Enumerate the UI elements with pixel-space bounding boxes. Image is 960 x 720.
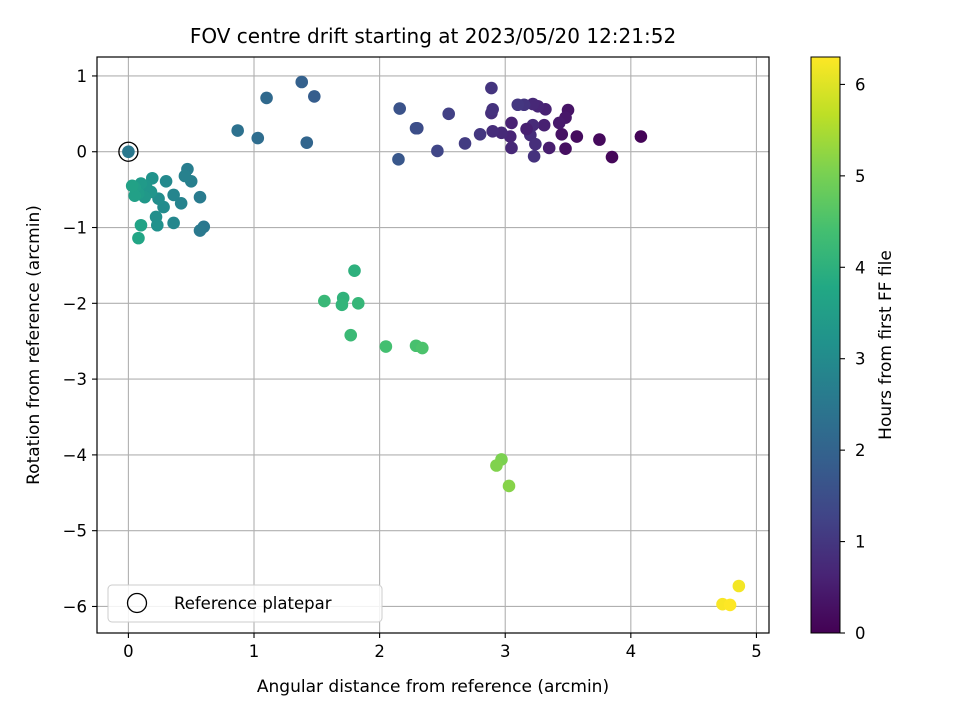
- scatter-point: [634, 130, 648, 143]
- scatter-point: [555, 128, 569, 141]
- y-tick-label: −3: [63, 370, 87, 389]
- scatter-point: [132, 231, 145, 245]
- scatter-point: [486, 102, 499, 116]
- scatter-point: [167, 188, 180, 202]
- scatter-point: [379, 340, 393, 353]
- data-points: [125, 75, 746, 612]
- scatter-point: [260, 91, 273, 105]
- scatter-point: [251, 131, 265, 145]
- scatter-point: [193, 190, 207, 204]
- scatter-point: [409, 121, 423, 135]
- y-tick-label: −5: [63, 522, 87, 541]
- colorbar-tick-label: 6: [855, 75, 866, 94]
- y-tick-label: −6: [63, 597, 87, 616]
- scatter-point: [178, 169, 192, 183]
- scatter-point: [732, 579, 746, 593]
- scatter-point: [486, 124, 499, 138]
- legend-box: [107, 584, 383, 623]
- scatter-point: [174, 196, 188, 210]
- scatter-point: [505, 116, 518, 130]
- colorbar-tick-label: 0: [855, 624, 866, 643]
- scatter-point: [552, 116, 566, 130]
- colorbar: 0 1 2 3 4 5 6 Hours from first FF file: [810, 56, 896, 643]
- colorbar-tick-label: 5: [855, 167, 866, 186]
- scatter-point: [351, 297, 365, 310]
- legend-marker-open-circle: [126, 592, 148, 614]
- scatter-point: [537, 118, 551, 132]
- scatter-point: [335, 298, 349, 312]
- x-tick-label: 2: [374, 642, 385, 661]
- scatter-point: [723, 598, 737, 612]
- colorbar-ticks: 0 1 2 3 4 5 6: [840, 75, 866, 643]
- plot-frame: [96, 56, 770, 634]
- y-tick-label: 0: [77, 143, 88, 162]
- scatter-point: [502, 479, 516, 493]
- chart-title: FOV centre drift starting at 2023/05/20 …: [190, 24, 676, 48]
- colorbar-tick-label: 3: [855, 350, 866, 369]
- scatter-point: [458, 137, 472, 150]
- y-axis-label: Rotation from reference (arcmin): [24, 205, 44, 485]
- y-tick-label: −4: [63, 446, 87, 465]
- scatter-point: [416, 341, 429, 355]
- scatter-point: [393, 102, 407, 115]
- y-tick-label: 1: [77, 67, 88, 86]
- scatter-point: [295, 75, 309, 89]
- scatter-point: [542, 141, 556, 155]
- scatter-point: [431, 144, 444, 158]
- grid-lines: [97, 57, 769, 633]
- scatter-point: [392, 153, 405, 166]
- x-axis-label: Angular distance from reference (arcmin): [257, 677, 609, 697]
- x-tick-label: 5: [751, 642, 762, 661]
- x-axis-ticks: 0 1 2 3 4 5: [123, 633, 762, 661]
- scatter-point: [559, 142, 572, 156]
- y-tick-label: −2: [63, 294, 87, 313]
- reference-marker: [118, 141, 139, 162]
- legend-label: Reference platepar: [174, 594, 332, 613]
- scatter-point: [442, 107, 456, 121]
- scatter-point: [150, 218, 164, 232]
- scatter-point: [128, 189, 141, 202]
- scatter-point: [159, 174, 173, 188]
- scatter-point: [473, 128, 487, 141]
- scatter-point: [308, 90, 321, 103]
- scatter-point: [344, 328, 358, 342]
- y-axis-ticks: 1 0 −1 −2 −3 −4 −5 −6: [63, 67, 97, 616]
- x-tick-label: 3: [500, 642, 511, 661]
- colorbar-gradient: [810, 56, 841, 634]
- colorbar-label: Hours from first FF file: [876, 250, 896, 440]
- colorbar-tick-label: 4: [855, 258, 866, 277]
- scatter-point: [348, 264, 361, 278]
- scatter-point: [605, 150, 619, 164]
- x-tick-label: 4: [626, 642, 637, 661]
- colorbar-tick-label: 2: [855, 441, 866, 460]
- scatter-point: [511, 98, 525, 112]
- legend: Reference platepar: [107, 584, 383, 623]
- scatter-point: [134, 218, 148, 232]
- reference-point-fill: [122, 145, 135, 159]
- scatter-point: [167, 216, 180, 230]
- scatter-point: [300, 136, 314, 149]
- scatter-point: [570, 130, 584, 143]
- scatter-point: [529, 137, 542, 151]
- colorbar-tick-label: 1: [855, 533, 866, 552]
- x-tick-label: 0: [123, 642, 134, 661]
- scatter-point: [520, 122, 533, 136]
- scatter-point: [527, 149, 541, 163]
- scatter-point: [125, 179, 139, 193]
- reference-point-ring: [118, 141, 139, 162]
- scatter-point: [193, 224, 207, 237]
- scatter-point: [593, 133, 606, 146]
- scatter-point: [485, 81, 498, 95]
- scatter-point: [318, 294, 331, 308]
- x-tick-label: 1: [249, 642, 260, 661]
- scatter-point: [231, 124, 244, 137]
- scatter-point: [490, 459, 503, 472]
- y-tick-label: −1: [63, 219, 87, 238]
- scatter-point: [505, 141, 518, 155]
